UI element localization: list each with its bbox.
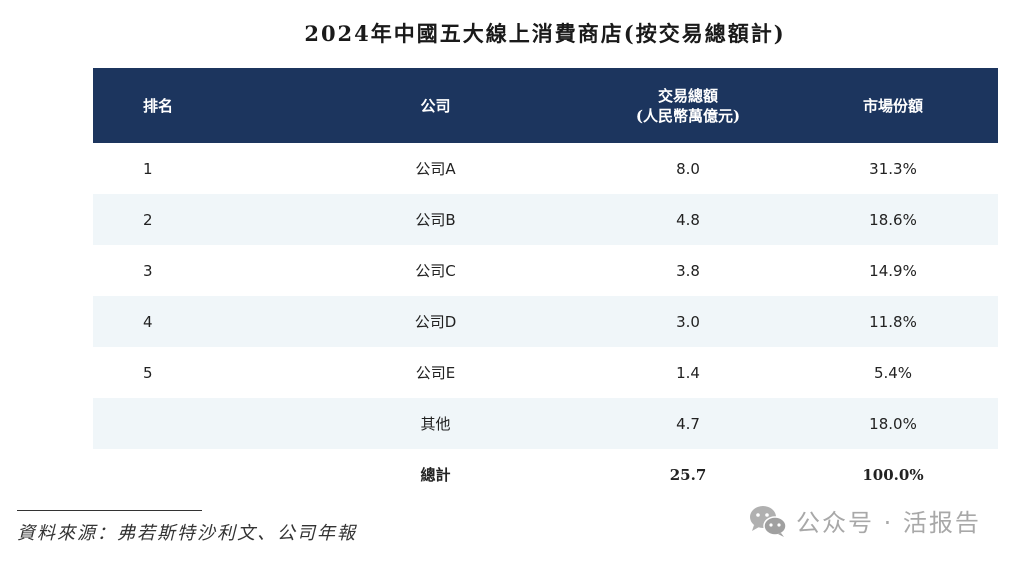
header-gmv-line2: (人民幣萬億元) [635,106,741,125]
cell-company: 其他 [420,415,451,433]
cell-rank: 5 [143,363,153,382]
table-row: 其他 4.7 18.0% [93,398,998,449]
table-row: 3 公司C 3.8 14.9% [93,245,998,296]
cell-rank [93,398,233,449]
cell-rank: 3 [143,261,153,280]
cell-share: 18.0% [869,414,917,433]
table-total-row: 總計 25.7 100.0% [93,449,998,500]
table-row: 4 公司D 3.0 11.8% [93,296,998,347]
table-header-row: 排名 公司 交易總額 (人民幣萬億元) 市場份額 [93,68,998,143]
table-row: 5 公司E 1.4 5.4% [93,347,998,398]
cell-share: 31.3% [869,159,917,178]
cell-gmv: 4.7 [676,414,700,433]
watermark: 公众号 · 活报告 [748,503,981,538]
cell-rank: 4 [143,312,153,331]
wechat-icon [750,505,787,537]
cell-rank: 2 [143,210,153,229]
cell-gmv: 1.4 [676,363,700,382]
cell-gmv: 3.8 [676,261,700,280]
cell-company: 總計 [420,466,451,484]
header-rank: 排名 [143,97,174,115]
cell-share: 14.9% [869,261,917,280]
cell-gmv: 3.0 [676,312,700,331]
cell-share: 11.8% [869,312,917,331]
cell-company: 公司D [414,313,457,331]
cell-company: 公司C [415,262,456,280]
cell-gmv: 25.7 [669,465,707,484]
header-gmv: 交易總額 (人民幣萬億元) [598,68,768,143]
header-share: 市場份額 [862,97,923,115]
cell-gmv: 8.0 [676,159,700,178]
cell-share: 18.6% [869,210,917,229]
cell-share: 100.0% [862,465,924,484]
cell-gmv: 4.8 [676,210,700,229]
market-share-table: 排名 公司 交易總額 (人民幣萬億元) 市場份額 1 公司A 8.0 31.3%… [93,68,998,500]
header-gmv-line1: 交易總額 [657,86,718,105]
table-row: 1 公司A 8.0 31.3% [93,143,998,194]
cell-rank: 1 [143,159,153,178]
watermark-text: 公众号 · 活报告 [796,509,981,537]
table-row: 2 公司B 4.8 18.6% [93,194,998,245]
source-footnote: 資料來源：弗若斯特沙利文、公司年報 [17,523,357,544]
cell-share: 5.4% [873,363,913,382]
cell-rank [93,449,233,500]
header-company: 公司 [420,97,451,115]
cell-company: 公司B [415,211,456,229]
cell-company: 公司A [415,160,456,178]
table-title: 2024年中國五大線上消費商店(按交易總額計) [304,21,786,46]
footnote-divider [17,510,202,511]
cell-company: 公司E [415,364,456,382]
